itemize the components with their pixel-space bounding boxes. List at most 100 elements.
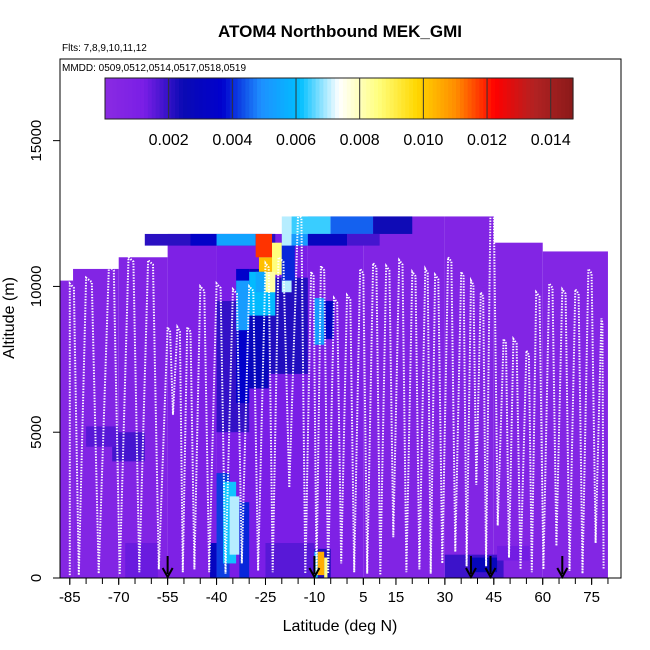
colorbar-step-107 bbox=[522, 78, 527, 119]
colorbar-step-69 bbox=[374, 78, 379, 119]
colorbar-step-113 bbox=[545, 78, 551, 119]
cell-26 bbox=[216, 233, 256, 246]
cell-34 bbox=[330, 216, 374, 234]
cell-36 bbox=[291, 233, 308, 246]
colorbar-step-62 bbox=[346, 78, 352, 119]
colorbar-step-52 bbox=[307, 78, 313, 119]
colorbar-step-86 bbox=[440, 78, 445, 119]
colorbar-step-68 bbox=[370, 78, 375, 119]
colorbar-step-4 bbox=[120, 78, 126, 119]
colorbar-step-83 bbox=[428, 78, 434, 119]
colorbar-step-67 bbox=[366, 78, 371, 119]
colorbar-step-24 bbox=[198, 78, 204, 119]
colorbar-step-106 bbox=[518, 78, 523, 119]
colorbar-step-2 bbox=[112, 78, 118, 119]
band-2 bbox=[118, 257, 168, 578]
colorbar-step-64 bbox=[354, 78, 360, 119]
colorbar-step-57 bbox=[327, 78, 332, 119]
cell-32 bbox=[255, 271, 266, 293]
heatmap-cells bbox=[86, 216, 530, 578]
band-5 bbox=[307, 216, 364, 578]
colorbar-step-6 bbox=[128, 78, 133, 119]
colorbar-step-51 bbox=[303, 78, 309, 119]
colorbar-step-41 bbox=[264, 78, 270, 119]
dates-note: MMDD: 0509,0512,0514,0517,0518,0519 bbox=[62, 63, 246, 74]
colorbar-step-15 bbox=[163, 78, 168, 119]
colorbar-step-20 bbox=[183, 78, 188, 119]
colorbar-step-85 bbox=[436, 78, 441, 119]
colorbar-step-96 bbox=[479, 78, 484, 119]
cell-7 bbox=[236, 280, 250, 331]
colorbar-step-50 bbox=[300, 78, 305, 119]
colorbar-step-112 bbox=[541, 78, 547, 119]
colorbar-step-46 bbox=[284, 78, 289, 119]
colorbar-step-111 bbox=[537, 78, 543, 119]
colorbar-step-102 bbox=[502, 78, 508, 119]
colorbar-step-118 bbox=[565, 78, 570, 119]
plot-frame bbox=[59, 58, 622, 579]
y-tick-label-0: 0 bbox=[28, 574, 45, 582]
y-tick-label-3: 15000 bbox=[28, 120, 45, 162]
colorbar-step-91 bbox=[459, 78, 465, 119]
colorbar-step-93 bbox=[467, 78, 473, 119]
colorbar-step-8 bbox=[136, 78, 141, 119]
colorbar-step-98 bbox=[487, 78, 492, 119]
x-tick-label-7: 15 bbox=[388, 589, 405, 606]
colorbar-step-80 bbox=[417, 78, 422, 119]
colorbar-step-89 bbox=[452, 78, 457, 119]
x-tick-label-9: 45 bbox=[485, 589, 502, 606]
colorbar-step-54 bbox=[315, 78, 321, 119]
flights-note: Flts: 7,8,9,10,11,12 bbox=[62, 43, 147, 54]
cell-39 bbox=[281, 245, 295, 281]
cell-2 bbox=[125, 543, 158, 578]
colorbar-step-39 bbox=[257, 78, 262, 119]
colorbar-step-1 bbox=[108, 78, 114, 119]
colorbar-step-114 bbox=[549, 78, 555, 119]
colorbar-step-21 bbox=[186, 78, 192, 119]
x-tick-label-2: -55 bbox=[157, 589, 179, 606]
colorbar-step-48 bbox=[292, 78, 297, 119]
colorbar-step-44 bbox=[276, 78, 282, 119]
y-axis-label: Altitude (m) bbox=[1, 277, 18, 359]
colorbar-step-59 bbox=[335, 78, 340, 119]
colorbar-step-105 bbox=[514, 78, 519, 119]
colorbar-step-87 bbox=[444, 78, 449, 119]
colorbar-step-11 bbox=[147, 78, 153, 119]
colorbar-step-63 bbox=[350, 78, 356, 119]
colorbar-step-99 bbox=[491, 78, 496, 119]
cell-27 bbox=[255, 233, 273, 258]
x-tick-label-11: 75 bbox=[583, 589, 600, 606]
colorbar-step-33 bbox=[233, 78, 239, 119]
flight-profiles bbox=[68, 204, 605, 576]
colorbar-tick-label-5: 0.012 bbox=[467, 132, 507, 149]
cell-28 bbox=[258, 257, 273, 272]
cell-18 bbox=[314, 298, 325, 345]
colorbar-frame bbox=[104, 77, 574, 120]
colorbar-step-35 bbox=[241, 78, 246, 119]
colorbar-step-61 bbox=[342, 78, 348, 119]
cell-12 bbox=[229, 496, 240, 555]
colorbar-step-115 bbox=[553, 78, 558, 119]
x-tick-label-1: -70 bbox=[108, 589, 130, 606]
cell-9 bbox=[210, 543, 217, 578]
colorbar-step-17 bbox=[171, 78, 176, 119]
colorbar-step-82 bbox=[424, 78, 430, 119]
x-tick-label-0: -85 bbox=[59, 589, 81, 606]
colorbar-step-76 bbox=[401, 78, 406, 119]
cell-37 bbox=[307, 233, 348, 246]
colorbar-step-77 bbox=[405, 78, 410, 119]
colorbar-step-7 bbox=[132, 78, 137, 119]
colorbar-step-9 bbox=[140, 78, 145, 119]
colorbar-step-75 bbox=[397, 78, 402, 119]
colorbar-step-18 bbox=[175, 78, 180, 119]
colorbar-step-49 bbox=[296, 78, 301, 119]
colorbar-step-95 bbox=[475, 78, 480, 119]
cell-1 bbox=[86, 426, 119, 447]
cell-17 bbox=[324, 557, 328, 578]
arrow-marker-3 bbox=[484, 556, 497, 580]
cell-30 bbox=[265, 271, 276, 293]
x-tick-label-5: -10 bbox=[304, 589, 326, 606]
colorbar-step-14 bbox=[159, 78, 165, 119]
colorbar-step-36 bbox=[245, 78, 250, 119]
